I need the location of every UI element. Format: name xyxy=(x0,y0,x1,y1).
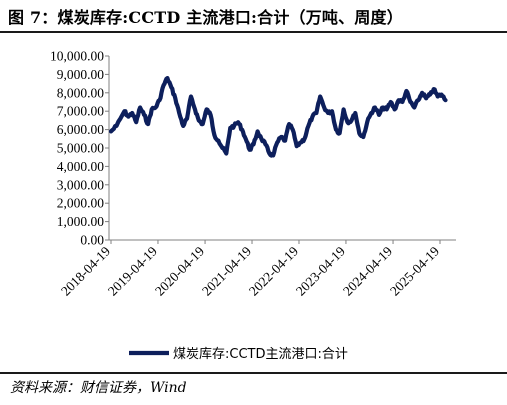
x-tick-label: 2020-04-19 xyxy=(152,243,207,298)
figure-title: 图 7：煤炭库存:CCTD 主流港口:合计（万吨、周度） xyxy=(8,8,403,27)
x-tick-label: 2022-04-19 xyxy=(246,243,301,298)
chart-axes xyxy=(108,56,456,241)
x-tick-label: 2021-04-19 xyxy=(199,243,254,298)
x-axis-ticks: 2018-04-192019-04-192020-04-192021-04-19… xyxy=(58,240,442,299)
y-axis-ticks: 0.00 1,000.00 2,000.00 3,000.00 4,000.00 5,00… xyxy=(50,49,109,248)
x-tick-label: 2018-04-19 xyxy=(58,243,113,298)
y-tick-label: 6,000.00 xyxy=(57,122,105,137)
y-tick-label: 9,000.00 xyxy=(57,67,105,82)
y-tick-label: 10,000.00 xyxy=(50,49,104,64)
y-tick-label: 5,000.00 xyxy=(57,141,105,156)
legend-label: 煤炭库存:CCTD主流港口:合计 xyxy=(173,346,348,362)
x-tick-label: 2023-04-19 xyxy=(293,243,348,298)
y-tick-label: 7,000.00 xyxy=(57,104,105,119)
y-tick-label: 8,000.00 xyxy=(57,85,105,100)
y-tick-label: 2,000.00 xyxy=(57,196,105,211)
y-tick-label: 4,000.00 xyxy=(57,159,105,174)
line-chart: 0.00 1,000.00 2,000.00 3,000.00 4,000.00 5,00… xyxy=(50,49,456,362)
y-tick-label: 3,000.00 xyxy=(57,177,105,192)
bottom-rule xyxy=(0,372,507,374)
x-tick-label: 2019-04-19 xyxy=(105,243,160,298)
series-line xyxy=(108,76,448,158)
source-note: 资料来源：财信证券，Wind xyxy=(10,380,187,396)
y-tick-label: 1,000.00 xyxy=(57,214,105,229)
top-rule xyxy=(0,31,507,33)
y-tick-label: 0.00 xyxy=(80,233,104,248)
x-tick-label: 2025-04-19 xyxy=(387,243,442,298)
legend: 煤炭库存:CCTD主流港口:合计 xyxy=(129,346,348,362)
x-tick-label: 2024-04-19 xyxy=(340,243,395,298)
